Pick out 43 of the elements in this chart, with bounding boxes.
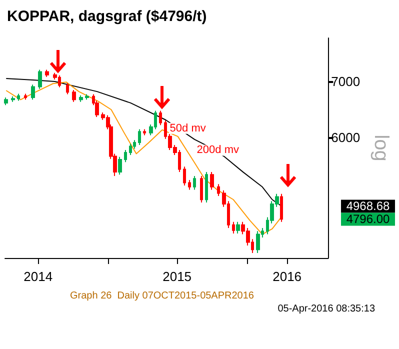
candlestick — [193, 175, 196, 190]
x-tick-label: 2015 — [162, 269, 192, 284]
candlestick — [138, 128, 141, 146]
candlestick — [31, 84, 35, 100]
text: 05-Apr-2016 08:35:13 — [278, 304, 376, 314]
candlestick — [280, 193, 283, 222]
candlestick — [188, 180, 191, 190]
x-tick-label: 2014 — [24, 269, 53, 284]
candlestick — [200, 175, 203, 204]
candlestick — [38, 69, 42, 90]
candlestick — [217, 184, 220, 197]
candlestick — [17, 93, 20, 102]
candlestick — [232, 221, 235, 234]
x-tick-label: 2016 — [272, 269, 302, 284]
candlestick — [210, 171, 214, 190]
candlestick — [159, 110, 162, 126]
candlestick — [236, 221, 240, 234]
text: 4796.00 — [346, 212, 390, 226]
candlestick — [45, 69, 49, 78]
chart-title: KOPPAR, dagsgraf ($4796/t) — [7, 8, 207, 25]
line-series — [6, 82, 282, 235]
candlestick — [4, 96, 8, 106]
candlestick — [72, 89, 76, 102]
candlestick — [79, 94, 83, 102]
candlestick — [24, 93, 27, 100]
candlestick — [124, 149, 127, 163]
candlestick — [256, 230, 260, 254]
caption: Graph 26 Daily 07OCT2015-05APR2016 — [70, 290, 254, 302]
series-label: 200d mv — [196, 144, 240, 156]
candlestick — [183, 166, 186, 186]
series-label: 50d mv — [170, 122, 206, 134]
candlestick — [11, 96, 15, 102]
candlestick — [129, 143, 132, 156]
candlestick — [143, 128, 146, 136]
line-series — [6, 78, 282, 207]
y-tick-label: 7000 — [331, 74, 360, 90]
candlestick — [205, 171, 208, 204]
y-tick-label: 6000 — [331, 130, 360, 146]
candlestick — [118, 156, 122, 176]
candlestick — [85, 94, 89, 100]
text: 4968.68 — [346, 199, 390, 214]
y-axis-title: log — [370, 134, 392, 162]
candlestick — [66, 82, 69, 95]
